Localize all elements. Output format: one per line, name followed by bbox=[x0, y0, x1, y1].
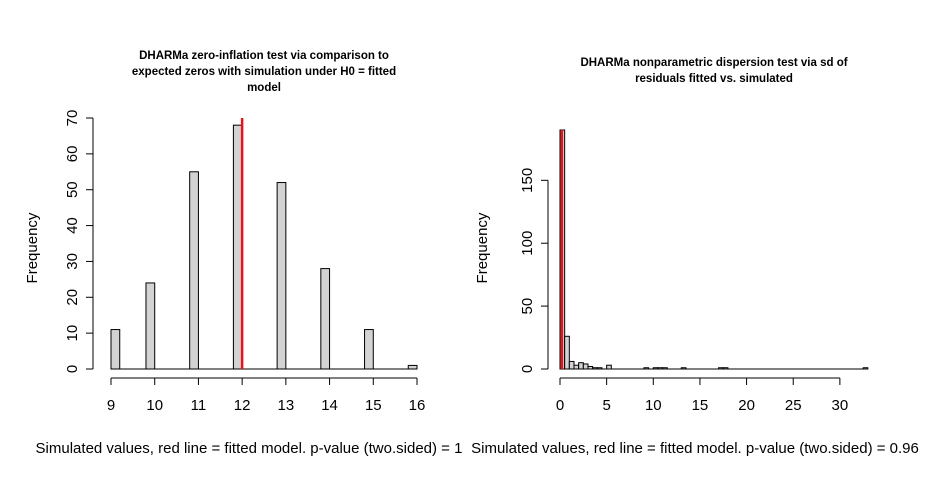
y-axis-title: Frequency bbox=[24, 212, 41, 283]
x-tick-label: 15 bbox=[692, 397, 709, 414]
chart-title-line: model bbox=[247, 82, 281, 94]
chart-title-line: DHARMa zero-inflation test via compariso… bbox=[139, 50, 389, 62]
histogram-bar bbox=[592, 367, 598, 370]
x-tick-label: 10 bbox=[146, 397, 163, 414]
y-tick-label: 50 bbox=[519, 298, 536, 315]
y-tick-label: 20 bbox=[64, 289, 81, 306]
x-axis-title: Simulated values, red line = fitted mode… bbox=[471, 440, 919, 457]
x-tick-label: 25 bbox=[785, 397, 802, 414]
histogram-bar bbox=[606, 364, 612, 370]
histogram-bar bbox=[652, 367, 659, 370]
x-tick-label: 13 bbox=[278, 397, 295, 414]
histogram-bar bbox=[573, 364, 580, 370]
x-axis-title: Simulated values, red line = fitted mode… bbox=[36, 440, 463, 457]
histogram-bar bbox=[276, 182, 287, 370]
chart-title-line: residuals fitted vs. simulated bbox=[635, 73, 793, 85]
histogram-bar bbox=[862, 367, 869, 370]
dispersion-panel: DHARMa nonparametric dispersion test via… bbox=[471, 57, 919, 457]
histogram-bar bbox=[110, 329, 121, 370]
y-axis-title: Frequency bbox=[474, 212, 491, 283]
histogram-bar bbox=[320, 268, 331, 370]
histogram-bar bbox=[578, 362, 584, 370]
x-tick-label: 12 bbox=[234, 397, 251, 414]
y-tick-label: 0 bbox=[64, 365, 81, 373]
y-tick-label: 60 bbox=[64, 146, 81, 163]
x-tick-label: 11 bbox=[191, 397, 207, 414]
x-tick-label: 20 bbox=[738, 397, 755, 414]
zero-inflation-panel: DHARMa zero-inflation test via compariso… bbox=[24, 50, 462, 457]
histogram-bar bbox=[680, 367, 687, 370]
histogram-bar bbox=[364, 329, 374, 370]
y-tick-label: 100 bbox=[519, 231, 536, 256]
histogram-bar bbox=[662, 367, 668, 370]
histogram-bar bbox=[587, 365, 594, 370]
y-tick-label: 40 bbox=[64, 217, 81, 234]
y-tick-label: 150 bbox=[519, 168, 536, 193]
chart-title-line: DHARMa nonparametric dispersion test via… bbox=[580, 57, 847, 69]
histogram-bar bbox=[582, 363, 589, 370]
histogram-bar bbox=[643, 367, 650, 370]
x-tick-label: 30 bbox=[832, 397, 849, 414]
y-tick-label: 0 bbox=[519, 365, 536, 373]
x-tick-label: 0 bbox=[556, 397, 564, 414]
histogram-bar bbox=[722, 367, 729, 370]
x-tick-label: 10 bbox=[645, 397, 662, 414]
x-tick-label: 16 bbox=[409, 397, 426, 414]
histogram-bar bbox=[596, 367, 603, 370]
histogram-bar bbox=[564, 335, 570, 370]
chart-title-line: expected zeros with simulation under H0 … bbox=[132, 66, 396, 78]
histogram-bar bbox=[189, 171, 199, 370]
x-tick-label: 15 bbox=[365, 397, 382, 414]
histogram-bar bbox=[568, 360, 575, 370]
histogram-bar bbox=[657, 367, 664, 370]
y-tick-label: 50 bbox=[64, 181, 81, 198]
x-tick-label: 5 bbox=[602, 397, 610, 414]
histogram-bar bbox=[145, 282, 156, 370]
histogram-bar bbox=[718, 367, 724, 370]
y-tick-label: 10 bbox=[64, 325, 81, 342]
x-tick-label: 9 bbox=[107, 397, 115, 414]
histogram-bar bbox=[232, 124, 243, 370]
y-tick-label: 70 bbox=[64, 110, 81, 127]
y-tick-label: 30 bbox=[64, 253, 81, 270]
x-tick-label: 14 bbox=[321, 397, 338, 414]
histogram-bar bbox=[407, 364, 418, 370]
